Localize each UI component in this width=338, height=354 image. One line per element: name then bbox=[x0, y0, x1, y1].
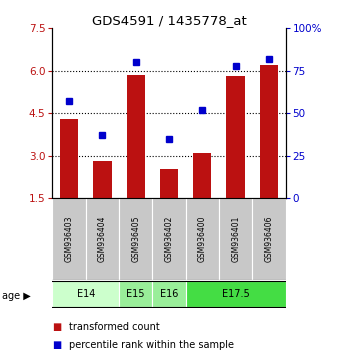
Text: E15: E15 bbox=[126, 289, 145, 299]
Text: E14: E14 bbox=[76, 289, 95, 299]
Bar bbox=[186, 281, 286, 307]
Text: transformed count: transformed count bbox=[69, 322, 159, 332]
Bar bbox=[252, 198, 286, 280]
Text: E16: E16 bbox=[160, 289, 178, 299]
Bar bbox=[152, 198, 186, 280]
Bar bbox=[193, 153, 212, 198]
Bar bbox=[260, 65, 278, 198]
Text: GSM936404: GSM936404 bbox=[98, 216, 107, 262]
Bar bbox=[186, 198, 219, 280]
Bar bbox=[119, 198, 152, 280]
Bar bbox=[119, 281, 152, 307]
Text: percentile rank within the sample: percentile rank within the sample bbox=[69, 340, 234, 350]
Text: GSM936403: GSM936403 bbox=[65, 216, 74, 262]
Bar bbox=[226, 76, 245, 198]
Bar bbox=[160, 169, 178, 198]
Bar bbox=[152, 281, 186, 307]
Text: GSM936401: GSM936401 bbox=[231, 216, 240, 262]
Bar bbox=[219, 198, 252, 280]
Text: GSM936400: GSM936400 bbox=[198, 216, 207, 262]
Bar bbox=[60, 119, 78, 198]
Bar bbox=[126, 75, 145, 198]
Bar bbox=[52, 198, 86, 280]
Title: GDS4591 / 1435778_at: GDS4591 / 1435778_at bbox=[92, 14, 246, 27]
Text: ■: ■ bbox=[52, 340, 62, 350]
Text: GSM936405: GSM936405 bbox=[131, 216, 140, 262]
Bar bbox=[93, 161, 112, 198]
Text: GSM936406: GSM936406 bbox=[264, 216, 273, 262]
Text: GSM936402: GSM936402 bbox=[165, 216, 173, 262]
Text: E17.5: E17.5 bbox=[222, 289, 249, 299]
Text: ■: ■ bbox=[52, 322, 62, 332]
Bar bbox=[86, 198, 119, 280]
Text: age ▶: age ▶ bbox=[2, 291, 30, 301]
Bar bbox=[52, 281, 119, 307]
